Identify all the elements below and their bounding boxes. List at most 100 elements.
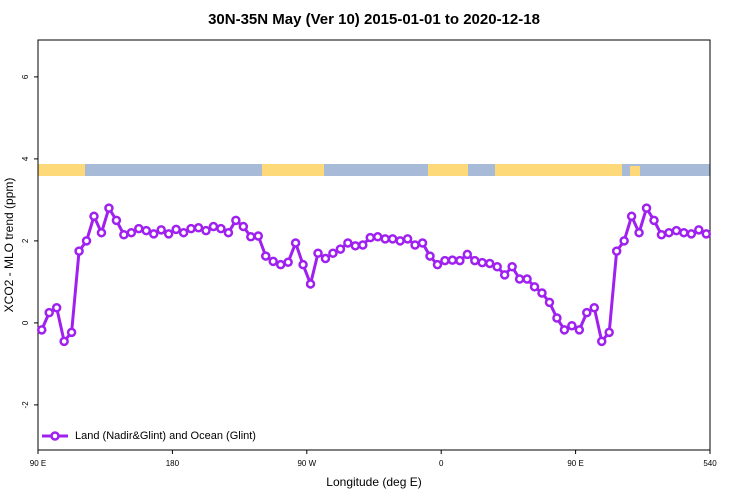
data-point bbox=[328, 248, 338, 258]
data-point bbox=[335, 244, 346, 254]
y-tick-label: 4 bbox=[21, 156, 30, 161]
plot-frame bbox=[37, 39, 711, 451]
data-point bbox=[305, 279, 316, 289]
x-tick-label: 0 bbox=[439, 459, 444, 468]
x-tick-label: 90 E bbox=[30, 459, 46, 468]
data-point bbox=[544, 297, 555, 308]
data-point bbox=[365, 232, 376, 243]
x-tick-label: 540 bbox=[703, 459, 717, 468]
data-point bbox=[223, 227, 234, 238]
data-point bbox=[208, 221, 219, 232]
data-point bbox=[268, 256, 278, 267]
data-point bbox=[701, 229, 712, 239]
data-point bbox=[440, 255, 450, 266]
data-point bbox=[529, 282, 540, 292]
data-point bbox=[387, 234, 398, 244]
y-axis-label: XCO2 - MLO trend (ppm) bbox=[2, 178, 16, 313]
x-tick-label: 180 bbox=[166, 459, 180, 468]
data-point bbox=[126, 227, 137, 238]
data-point bbox=[626, 211, 637, 222]
data-point bbox=[216, 223, 226, 234]
data-point bbox=[559, 325, 570, 335]
legend-marker bbox=[50, 431, 60, 441]
data-point bbox=[611, 246, 622, 256]
data-point bbox=[634, 227, 644, 238]
data-point bbox=[51, 302, 62, 313]
data-point bbox=[104, 203, 114, 213]
data-point bbox=[59, 336, 69, 347]
data-point bbox=[148, 229, 159, 239]
data-point bbox=[484, 258, 495, 269]
data-point bbox=[455, 255, 465, 266]
data-point bbox=[343, 238, 353, 248]
data-point bbox=[320, 253, 331, 264]
data-point bbox=[604, 327, 614, 338]
data-point bbox=[619, 236, 629, 246]
data-point bbox=[283, 257, 293, 267]
y-tick-label: 0 bbox=[21, 320, 30, 325]
data-point bbox=[641, 203, 652, 213]
y-tick-label: 2 bbox=[21, 238, 30, 243]
data-point bbox=[522, 274, 532, 284]
data-point bbox=[163, 229, 174, 239]
data-point bbox=[290, 238, 301, 248]
chart-title: 30N-35N May (Ver 10) 2015-01-01 to 2020-… bbox=[208, 11, 540, 28]
y-tick-label: 6 bbox=[21, 74, 30, 79]
data-point bbox=[178, 227, 189, 238]
data-point bbox=[470, 255, 480, 266]
data-point bbox=[275, 259, 286, 270]
data-point bbox=[679, 227, 689, 238]
data-point bbox=[425, 251, 435, 261]
land-ocean-mask bbox=[38, 164, 710, 176]
data-point bbox=[582, 307, 592, 318]
data-point bbox=[395, 236, 405, 246]
data-point bbox=[432, 259, 443, 270]
data-point bbox=[664, 227, 674, 238]
data-point bbox=[686, 229, 697, 239]
data-point bbox=[372, 232, 383, 242]
data-point bbox=[238, 221, 249, 232]
data-point bbox=[649, 215, 659, 226]
data-point bbox=[514, 274, 525, 284]
x-axis-label: Longitude (deg E) bbox=[326, 475, 421, 489]
data-point bbox=[246, 232, 256, 242]
data-point bbox=[36, 325, 47, 335]
x-tick-label: 90 W bbox=[297, 459, 316, 468]
data-point bbox=[171, 224, 181, 235]
data-point bbox=[66, 327, 77, 338]
data-point bbox=[537, 288, 547, 298]
data-point bbox=[358, 240, 368, 250]
data-point bbox=[253, 231, 264, 241]
data-point bbox=[89, 211, 99, 222]
data-point bbox=[298, 259, 308, 270]
data-point bbox=[156, 225, 166, 235]
data-point bbox=[507, 261, 517, 272]
y-tick-label: -2 bbox=[21, 401, 30, 409]
data-point bbox=[596, 336, 607, 347]
data-point bbox=[656, 230, 667, 240]
data-point bbox=[111, 215, 122, 226]
data-point bbox=[589, 302, 600, 313]
data-point bbox=[671, 225, 682, 236]
data-point bbox=[462, 249, 473, 260]
data-point bbox=[350, 241, 361, 251]
x-tick-label: 90 E bbox=[567, 459, 583, 468]
data-point bbox=[694, 225, 704, 235]
data-point bbox=[499, 270, 510, 280]
data-point bbox=[552, 313, 562, 323]
data-point bbox=[81, 236, 92, 246]
data-point bbox=[260, 251, 271, 261]
data-point bbox=[119, 230, 129, 240]
data-point bbox=[231, 215, 241, 226]
data-point bbox=[201, 225, 211, 236]
data-point bbox=[567, 321, 577, 331]
data-point bbox=[417, 238, 428, 248]
data-point bbox=[477, 257, 488, 268]
data-point bbox=[96, 227, 107, 238]
data-point bbox=[74, 246, 84, 256]
data-point bbox=[380, 234, 390, 244]
data-point bbox=[44, 307, 54, 318]
data-point bbox=[574, 325, 585, 335]
data-point bbox=[402, 234, 413, 244]
